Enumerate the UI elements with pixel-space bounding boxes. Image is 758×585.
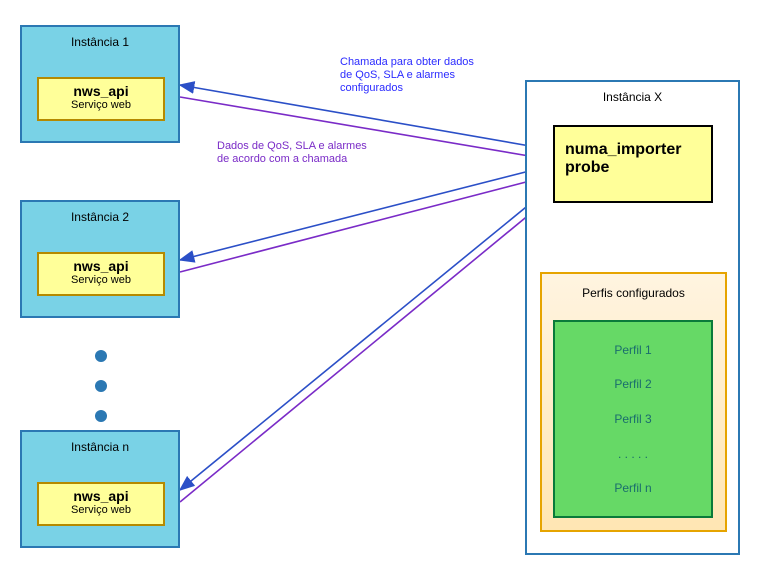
nws-api-title-1: nws_api [39,83,163,99]
return-annotation: Dados de QoS, SLA e alarmesde acordo com… [217,140,367,166]
ellipsis-dot-2 [95,380,107,392]
return-annotation-line-1: Dados de QoS, SLA e alarmes [217,140,367,153]
nws-api-box-3: nws_apiServiço web [37,482,165,526]
call-annotation-line-3: configurados [340,82,474,95]
instance-box-3: Instância n nws_apiServiço web [20,430,180,548]
instance-title-1: Instância 1 [22,35,178,49]
return-arrow-6 [180,195,553,502]
nws-api-sub-1: Serviço web [39,99,163,111]
nws-api-sub-3: Serviço web [39,504,163,516]
profile-item-4: . . . . . [618,447,648,461]
numa-importer-title-1: numa_importer [555,131,711,159]
return-annotation-line-2: de acordo com a chamada [217,153,367,166]
ellipsis-dot-3 [95,410,107,422]
profile-inner-box: Perfil 1 Perfil 2 Perfil 3 . . . . . Perfil … [553,320,713,518]
return-arrow-4 [180,175,553,272]
call-annotation: Chamada para obter dadosde QoS, SLA e al… [340,56,474,96]
numa-importer-title-2: probe [555,159,711,177]
nws-api-title-2: nws_api [39,258,163,274]
call-annotation-line-2: de QoS, SLA e alarmes [340,69,474,82]
call-annotation-line-1: Chamada para obter dados [340,56,474,69]
call-arrow-3 [180,165,553,260]
nws-api-title-3: nws_api [39,488,163,504]
profile-item-3: Perfil 3 [614,412,651,426]
profile-container-title: Perfis configurados [542,274,725,300]
ellipsis-dot-1 [95,350,107,362]
nws-api-box-2: nws_apiServiço web [37,252,165,296]
instance-title-2: Instância 2 [22,210,178,224]
profile-item-5: Perfil n [614,481,651,495]
instance-title-3: Instância n [22,440,178,454]
instance-x-title: Instância X [527,90,738,104]
nws-api-sub-2: Serviço web [39,274,163,286]
nws-api-box-1: nws_apiServiço web [37,77,165,121]
instance-box-2: Instância 2 nws_apiServiço web [20,200,180,318]
profile-item-1: Perfil 1 [614,343,651,357]
instance-box-1: Instância 1 nws_apiServiço web [20,25,180,143]
profile-item-2: Perfil 2 [614,377,651,391]
numa-importer-box: numa_importer probe [553,125,713,203]
call-arrow-5 [180,185,553,490]
